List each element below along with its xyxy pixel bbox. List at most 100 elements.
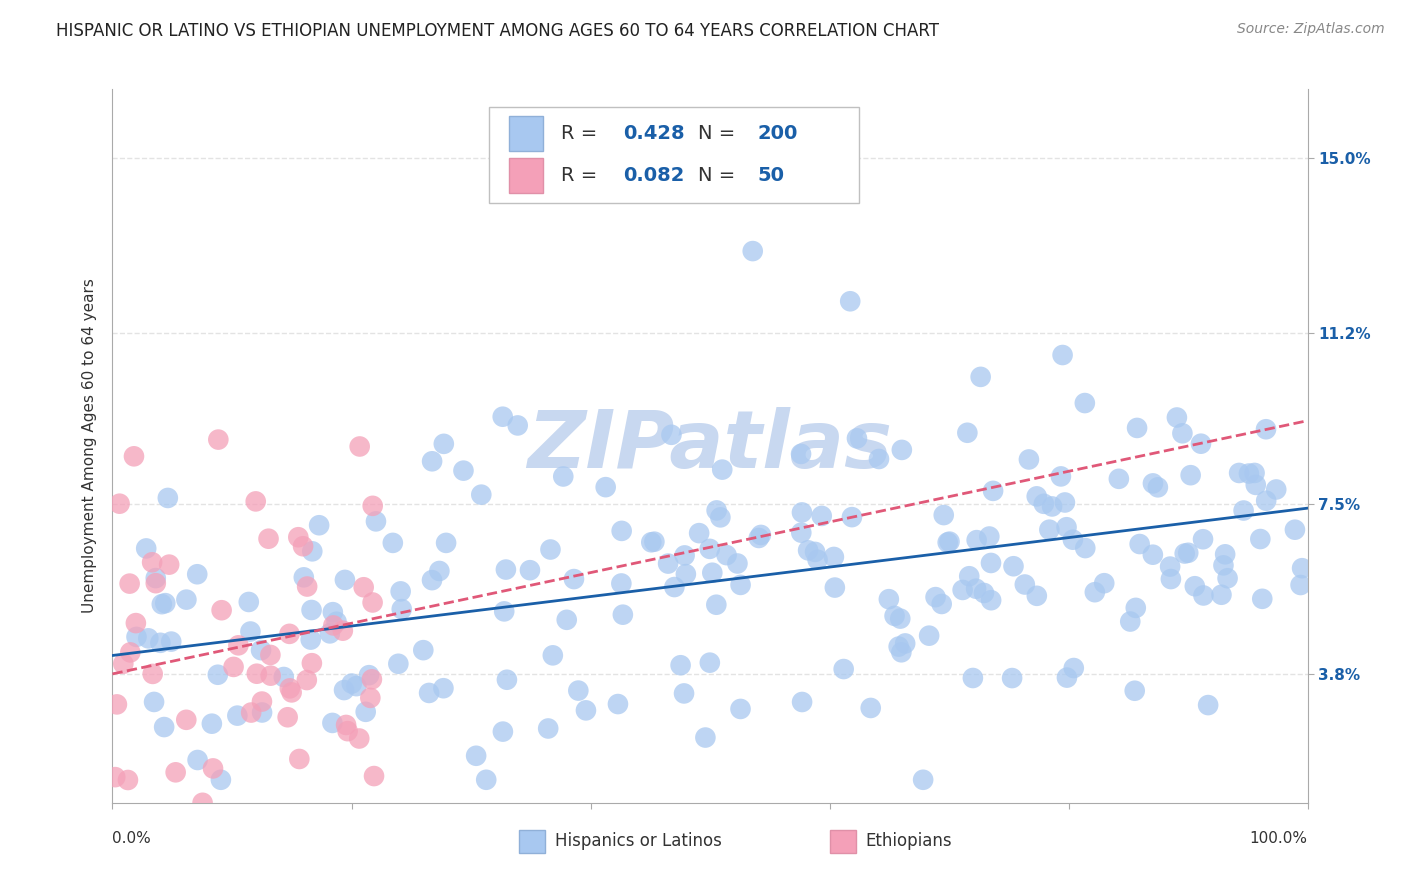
Point [322, 618, 344, 632]
Point [938, 534, 960, 549]
Point [1056, 671, 1078, 685]
Point [824, 581, 846, 595]
Text: R =: R = [561, 166, 603, 185]
Point [1192, 533, 1215, 547]
Text: N =: N = [699, 166, 741, 185]
Text: Source: ZipAtlas.com: Source: ZipAtlas.com [1237, 22, 1385, 37]
Point [664, 580, 686, 594]
Point [125, 616, 148, 631]
Point [136, 632, 159, 646]
Point [1038, 523, 1060, 537]
Point [191, 796, 214, 810]
Point [973, 586, 995, 600]
Point [433, 437, 456, 451]
Point [207, 433, 229, 447]
Point [695, 731, 717, 745]
Point [453, 464, 475, 478]
Point [1254, 422, 1277, 436]
Point [730, 702, 752, 716]
Point [145, 571, 167, 585]
Point [981, 483, 1004, 498]
Point [1123, 683, 1146, 698]
Point [319, 626, 342, 640]
Point [1018, 452, 1040, 467]
Text: 50: 50 [758, 166, 785, 185]
Point [105, 698, 128, 712]
Point [661, 427, 683, 442]
Point [143, 695, 166, 709]
Point [295, 673, 318, 687]
Point [1063, 661, 1085, 675]
Point [1142, 548, 1164, 562]
Point [322, 605, 344, 619]
Point [1052, 348, 1074, 362]
Point [432, 681, 454, 696]
Point [245, 494, 267, 508]
Point [540, 542, 562, 557]
Point [673, 686, 696, 700]
Point [1062, 533, 1084, 547]
Point [1129, 537, 1152, 551]
Point [889, 612, 911, 626]
Point [391, 602, 413, 616]
Point [918, 629, 941, 643]
Point [936, 535, 959, 549]
Point [118, 576, 141, 591]
Point [1243, 466, 1265, 480]
Point [675, 567, 697, 582]
Point [187, 753, 209, 767]
Point [142, 666, 165, 681]
FancyBboxPatch shape [830, 830, 856, 853]
Point [810, 508, 832, 523]
Point [176, 592, 198, 607]
Point [1291, 561, 1313, 575]
Point [1289, 578, 1312, 592]
Point [321, 715, 343, 730]
Point [1074, 541, 1097, 555]
Point [429, 564, 451, 578]
Point [1211, 588, 1233, 602]
Point [894, 636, 917, 650]
Point [301, 544, 323, 558]
Point [890, 645, 912, 659]
Point [357, 668, 380, 682]
Point [273, 670, 295, 684]
Text: Ethiopians: Ethiopians [866, 832, 952, 850]
Point [207, 667, 229, 681]
Point [359, 690, 381, 705]
Point [980, 556, 1002, 570]
Point [122, 450, 145, 464]
Point [669, 658, 692, 673]
Point [555, 613, 578, 627]
Point [125, 630, 148, 644]
Point [979, 529, 1001, 543]
Point [209, 772, 232, 787]
Point [349, 440, 371, 454]
Point [301, 656, 323, 670]
FancyBboxPatch shape [489, 107, 859, 203]
Point [748, 531, 770, 545]
Point [1265, 483, 1288, 497]
Point [495, 563, 517, 577]
Point [673, 549, 696, 563]
Point [1212, 558, 1234, 573]
Point [868, 452, 890, 467]
Point [1197, 698, 1219, 712]
Point [259, 648, 281, 662]
Point [541, 648, 564, 663]
Point [1160, 572, 1182, 586]
Point [610, 524, 633, 538]
Point [797, 543, 820, 558]
Point [340, 676, 363, 690]
Point [202, 761, 225, 775]
Point [1053, 495, 1076, 509]
Point [1001, 671, 1024, 685]
Point [883, 608, 905, 623]
Point [610, 576, 633, 591]
Point [727, 557, 749, 571]
Point [1159, 559, 1181, 574]
Point [278, 681, 301, 696]
Point [699, 656, 721, 670]
Text: HISPANIC OR LATINO VS ETHIOPIAN UNEMPLOYMENT AMONG AGES 60 TO 64 YEARS CORRELATI: HISPANIC OR LATINO VS ETHIOPIAN UNEMPLOY… [56, 22, 939, 40]
Point [980, 593, 1002, 607]
